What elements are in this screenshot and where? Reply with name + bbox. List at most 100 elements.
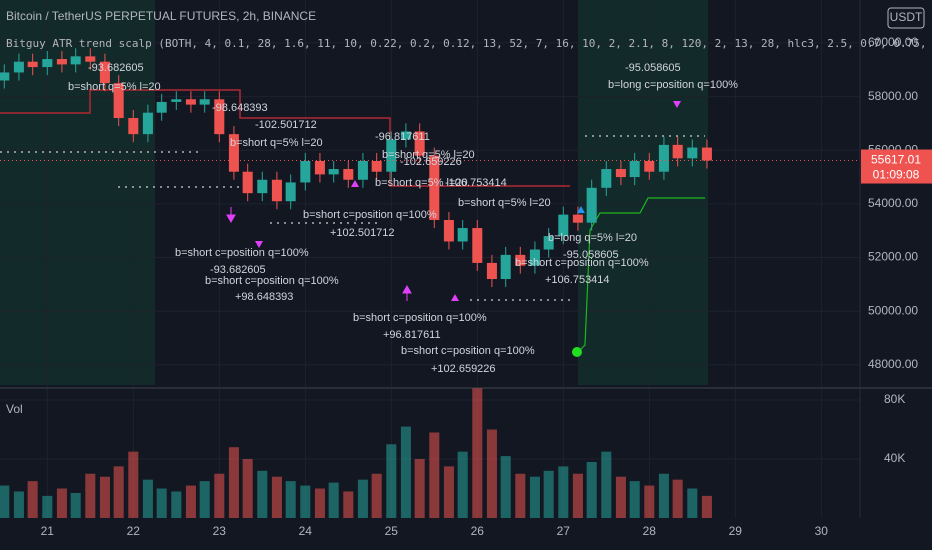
volume-bar bbox=[285, 481, 296, 518]
volume-bar bbox=[615, 476, 626, 518]
volume-bar bbox=[457, 451, 468, 518]
signal-arrows bbox=[226, 101, 681, 301]
trade-annotation: b=short c=position q=100% bbox=[515, 257, 649, 269]
trade-annotation: b=short c=position q=100% bbox=[175, 247, 309, 259]
candle-body bbox=[357, 160, 368, 180]
trade-annotation: -98.648393 bbox=[212, 102, 268, 114]
volume-label: Vol bbox=[6, 402, 23, 416]
y-tick-label: 50000.00 bbox=[868, 303, 918, 317]
volume-bar bbox=[486, 429, 497, 518]
stop-line bbox=[0, 89, 570, 187]
volume-bar bbox=[701, 495, 712, 518]
y-tick-label: 80K bbox=[884, 392, 905, 406]
volume-bar bbox=[199, 481, 210, 518]
candle-body bbox=[500, 254, 511, 280]
x-tick-label: 28 bbox=[643, 524, 657, 538]
volume-bar bbox=[13, 491, 24, 518]
trade-annotation: b=short q=5% l=20 bbox=[68, 81, 161, 93]
volume-bar bbox=[56, 488, 67, 518]
candle-body bbox=[429, 155, 440, 220]
volume-bar bbox=[529, 476, 540, 518]
volume-bar bbox=[543, 470, 554, 518]
trade-annotation: -95.058605 bbox=[625, 62, 681, 74]
candle-body bbox=[414, 131, 425, 156]
trade-annotation: b=short q=5% l=20 bbox=[382, 149, 475, 161]
volume-bar bbox=[601, 451, 612, 518]
volume-bar bbox=[371, 473, 382, 518]
candle-body bbox=[371, 160, 382, 172]
candle-body bbox=[185, 99, 196, 105]
candle-body bbox=[515, 254, 526, 266]
trade-annotation: b=short c=position q=100% bbox=[303, 209, 437, 221]
volume-bar bbox=[0, 485, 10, 518]
y-tick-label: 40K bbox=[884, 451, 905, 465]
volume-bar bbox=[357, 479, 368, 518]
volume-bar bbox=[343, 491, 354, 518]
candle-body bbox=[543, 236, 554, 250]
x-tick-label: 25 bbox=[385, 524, 399, 538]
trade-annotation: +96.817611 bbox=[383, 329, 441, 341]
candle-body bbox=[56, 59, 67, 65]
volume-bar bbox=[300, 485, 311, 518]
volume-bar bbox=[400, 426, 411, 518]
candle-body bbox=[142, 112, 153, 135]
candle-body bbox=[443, 220, 454, 242]
volume-bar bbox=[99, 476, 110, 518]
candle-body bbox=[658, 144, 669, 172]
volume-bar bbox=[672, 479, 683, 518]
volume-bar bbox=[257, 470, 268, 518]
volume-bar bbox=[500, 456, 511, 518]
volume-bar bbox=[113, 466, 124, 518]
volume-bar bbox=[472, 388, 483, 518]
candle-body bbox=[314, 160, 325, 175]
y-tick-label: 48000.00 bbox=[868, 357, 918, 371]
x-tick-label: 23 bbox=[213, 524, 227, 538]
trade-annotation: b=short c=position q=100% bbox=[205, 275, 339, 287]
x-tick-label: 26 bbox=[471, 524, 485, 538]
volume-bar bbox=[42, 495, 53, 518]
x-tick-label: 29 bbox=[729, 524, 743, 538]
candle-body bbox=[300, 160, 311, 183]
volume-bar bbox=[314, 488, 325, 518]
candle-body bbox=[257, 179, 268, 194]
trade-annotation: b=short c=position q=100% bbox=[401, 345, 535, 357]
candle-body bbox=[228, 134, 239, 172]
trade-annotation: b=short q=5% l=20 bbox=[230, 137, 323, 149]
candle-body bbox=[457, 228, 468, 242]
candle-body bbox=[328, 169, 339, 175]
candle-body bbox=[644, 160, 655, 172]
trade-annotation: -102.501712 bbox=[255, 119, 317, 131]
candle-body bbox=[701, 147, 712, 161]
candle-body bbox=[156, 101, 167, 113]
candle-body bbox=[113, 83, 124, 119]
trade-annotation: +102.659226 bbox=[431, 363, 496, 375]
y-tick-label: 52000.00 bbox=[868, 250, 918, 264]
candle-body bbox=[615, 169, 626, 178]
currency[interactable]: USDT bbox=[890, 10, 923, 24]
volume-bar bbox=[572, 473, 583, 518]
candle-body bbox=[242, 171, 253, 194]
candle-body bbox=[128, 118, 139, 135]
candle-body bbox=[171, 99, 182, 102]
candle-body bbox=[271, 179, 282, 202]
volume-bar bbox=[271, 476, 282, 518]
volume-bar bbox=[328, 482, 339, 518]
volume-bar bbox=[185, 485, 196, 518]
trade-annotation: b=long c=position q=100% bbox=[608, 79, 738, 91]
volume-bar bbox=[27, 481, 38, 518]
candle-body bbox=[386, 139, 397, 172]
volume-bar bbox=[214, 473, 225, 518]
volume-bar bbox=[142, 479, 153, 518]
trade-zone bbox=[578, 0, 708, 385]
candle-body bbox=[629, 160, 640, 178]
x-tick-label: 27 bbox=[557, 524, 571, 538]
volume-bar bbox=[70, 492, 81, 518]
volume-bar bbox=[629, 481, 640, 518]
volume-bar bbox=[644, 485, 655, 518]
trade-annotation: b=short c=position q=100% bbox=[353, 312, 487, 324]
trade-annotation: +102.501712 bbox=[330, 227, 395, 239]
entry-dot bbox=[572, 347, 582, 357]
candle-body bbox=[13, 61, 24, 73]
currency-box[interactable] bbox=[887, 7, 925, 29]
volume-bar bbox=[386, 444, 397, 518]
